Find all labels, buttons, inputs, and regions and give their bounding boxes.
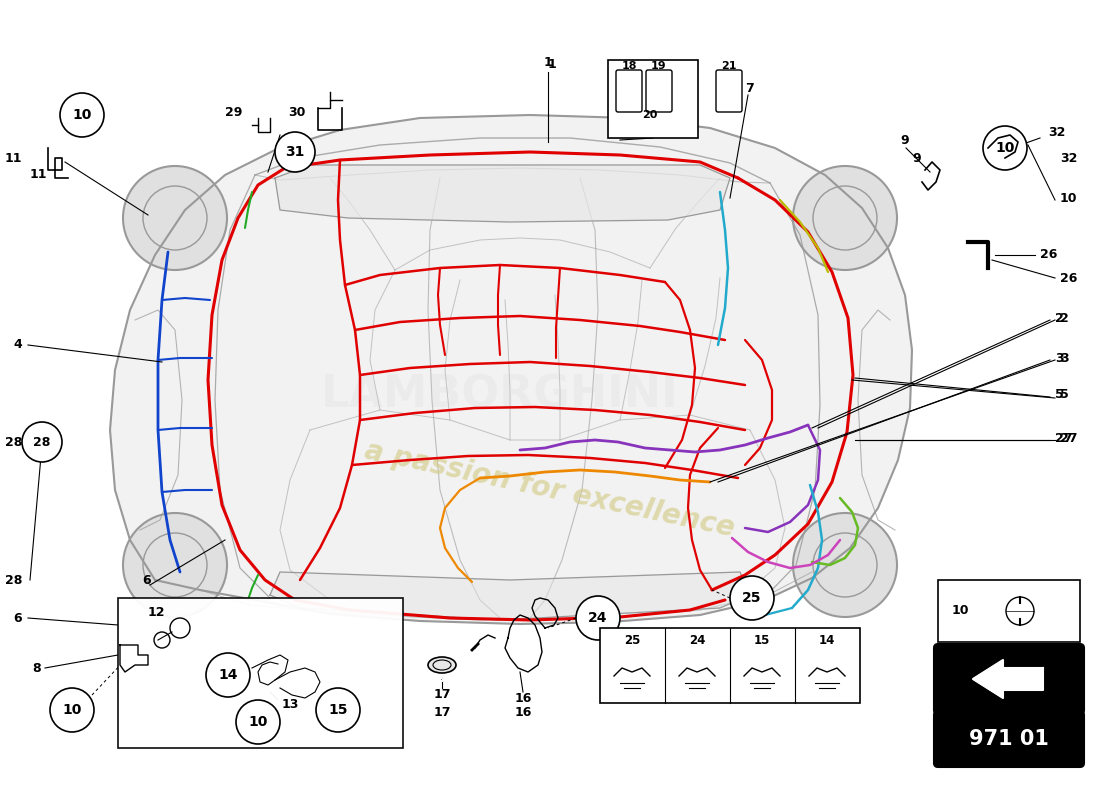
Text: 28: 28 <box>33 435 51 449</box>
Text: 1: 1 <box>543 55 552 69</box>
Text: 971 01: 971 01 <box>969 729 1049 749</box>
Text: 19: 19 <box>651 61 667 71</box>
Text: 2: 2 <box>1055 311 1064 325</box>
Text: 15: 15 <box>754 634 770 646</box>
Text: 10: 10 <box>1060 191 1078 205</box>
Circle shape <box>60 93 104 137</box>
FancyBboxPatch shape <box>616 70 642 112</box>
Circle shape <box>275 132 315 172</box>
Text: 27: 27 <box>1060 431 1078 445</box>
Text: 7: 7 <box>745 82 754 94</box>
Text: 13: 13 <box>282 698 299 711</box>
Text: 11: 11 <box>4 151 22 165</box>
Text: 17: 17 <box>441 679 443 681</box>
Text: 6: 6 <box>13 611 22 625</box>
Circle shape <box>576 596 620 640</box>
Text: 24: 24 <box>588 611 607 625</box>
Text: 3: 3 <box>1055 351 1064 365</box>
Circle shape <box>316 688 360 732</box>
Text: 25: 25 <box>624 634 640 646</box>
Text: 10: 10 <box>952 605 969 618</box>
Text: 11: 11 <box>30 169 47 182</box>
Circle shape <box>123 166 227 270</box>
Circle shape <box>793 166 896 270</box>
Text: 8: 8 <box>32 662 41 674</box>
Text: 6: 6 <box>142 574 151 586</box>
Circle shape <box>942 593 978 629</box>
Polygon shape <box>275 165 730 222</box>
Circle shape <box>50 688 94 732</box>
Text: 16: 16 <box>515 706 531 718</box>
FancyBboxPatch shape <box>938 580 1080 642</box>
Text: 2: 2 <box>1060 311 1069 325</box>
Text: 14: 14 <box>818 634 835 646</box>
Text: 16: 16 <box>515 691 531 705</box>
Text: 5: 5 <box>1055 389 1064 402</box>
Text: 10: 10 <box>63 703 81 717</box>
Text: 29: 29 <box>226 106 242 118</box>
Text: 9: 9 <box>912 151 921 165</box>
Text: 15: 15 <box>328 703 348 717</box>
FancyBboxPatch shape <box>934 711 1084 767</box>
FancyBboxPatch shape <box>646 70 672 112</box>
Text: 24: 24 <box>689 634 705 646</box>
Polygon shape <box>270 572 750 620</box>
Text: 3: 3 <box>1060 351 1068 365</box>
Text: 32: 32 <box>1060 151 1077 165</box>
Text: 28: 28 <box>4 574 22 586</box>
Text: 10: 10 <box>73 108 91 122</box>
Circle shape <box>236 700 280 744</box>
Circle shape <box>983 126 1027 170</box>
Text: 30: 30 <box>288 106 306 118</box>
Text: 18: 18 <box>621 61 637 71</box>
Text: 27: 27 <box>1055 431 1072 445</box>
Text: 31: 31 <box>285 145 305 159</box>
Text: 26: 26 <box>1060 271 1077 285</box>
Text: 5: 5 <box>1060 389 1069 402</box>
Circle shape <box>440 678 444 682</box>
Text: 26: 26 <box>1040 249 1057 262</box>
Circle shape <box>730 576 774 620</box>
Circle shape <box>206 653 250 697</box>
Text: 4: 4 <box>13 338 22 351</box>
FancyBboxPatch shape <box>934 644 1084 714</box>
Circle shape <box>22 422 62 462</box>
FancyBboxPatch shape <box>716 70 742 112</box>
Text: 32: 32 <box>1048 126 1066 138</box>
Polygon shape <box>110 115 912 624</box>
Text: 10: 10 <box>249 715 267 729</box>
Text: 21: 21 <box>722 61 737 71</box>
FancyBboxPatch shape <box>118 598 403 748</box>
Text: 9: 9 <box>900 134 909 146</box>
Polygon shape <box>974 660 1043 698</box>
Text: 20: 20 <box>642 110 658 120</box>
Text: 17: 17 <box>433 706 451 718</box>
Circle shape <box>123 513 227 617</box>
Text: 28: 28 <box>4 435 22 449</box>
Circle shape <box>793 513 896 617</box>
Text: 25: 25 <box>742 591 761 605</box>
Ellipse shape <box>428 657 456 673</box>
Text: 12: 12 <box>148 606 165 618</box>
Text: 17: 17 <box>433 689 451 702</box>
Text: 1: 1 <box>548 58 557 71</box>
Text: 14: 14 <box>218 668 238 682</box>
Text: LAMBORGHINI: LAMBORGHINI <box>321 374 679 417</box>
FancyBboxPatch shape <box>608 60 698 138</box>
FancyBboxPatch shape <box>600 628 860 703</box>
Text: a passion for excellence: a passion for excellence <box>362 437 738 543</box>
Text: 10: 10 <box>996 141 1014 155</box>
